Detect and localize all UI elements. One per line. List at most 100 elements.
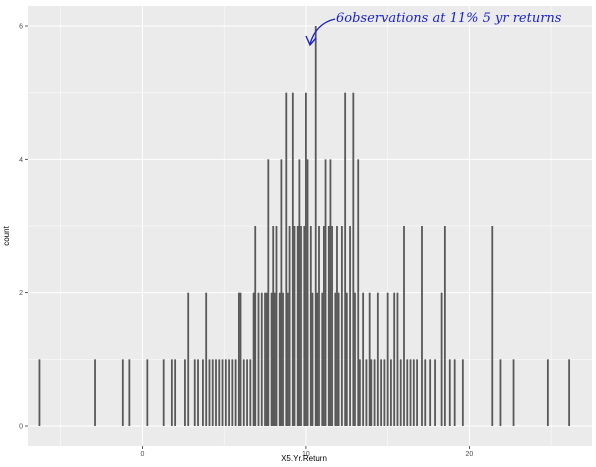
histogram-bar: [272, 226, 275, 426]
histogram-bar: [282, 292, 284, 426]
histogram-bar: [321, 292, 324, 426]
histogram-bar: [184, 359, 186, 426]
histogram-bar: [406, 359, 409, 426]
histogram-bar: [288, 226, 291, 426]
annotation-arrow: [309, 18, 336, 45]
histogram-bar: [352, 92, 355, 427]
histogram-bar: [322, 226, 325, 426]
histogram-bar: [239, 292, 242, 426]
histogram-bar: [193, 359, 196, 426]
histogram-bar: [358, 359, 361, 426]
histogram-bar: [270, 292, 273, 426]
histogram-bar: [146, 359, 149, 426]
histogram-bar: [416, 359, 418, 426]
histogram-bar: [546, 359, 549, 426]
histogram-bar: [205, 292, 208, 426]
histogram-bar: [208, 359, 211, 426]
histogram-bar: [324, 159, 327, 427]
histogram-bar: [453, 359, 456, 426]
histogram-bar: [128, 359, 131, 426]
x-tick-label: 20: [465, 451, 473, 458]
histogram-bar: [424, 359, 427, 426]
histogram-bar: [568, 359, 571, 426]
histogram-bar: [254, 226, 257, 426]
histogram-bar: [373, 359, 376, 426]
histogram-bar: [174, 359, 177, 426]
histogram-bar: [499, 359, 502, 426]
histogram-bar: [327, 226, 330, 426]
histogram-bar: [357, 159, 360, 427]
histogram-bar: [300, 226, 302, 426]
histogram-bar: [329, 159, 332, 427]
histogram-bar: [316, 292, 319, 426]
y-tick-label: 0: [19, 424, 23, 431]
histogram-bar: [187, 292, 190, 426]
histogram-bar: [197, 359, 199, 426]
histogram-bar: [390, 359, 392, 426]
histogram-bar: [443, 226, 446, 426]
histogram-bar: [296, 226, 299, 426]
x-tick-label: 0: [140, 451, 144, 458]
histogram-bar: [380, 359, 383, 426]
histogram-bar: [285, 92, 288, 427]
histogram-bar: [340, 226, 343, 426]
histogram-bar: [362, 292, 365, 426]
annotation-arrowhead: [305, 35, 317, 47]
histogram-bar: [354, 292, 356, 426]
histogram-bar: [162, 359, 165, 426]
histogram-bar: [278, 292, 281, 426]
histogram-bar: [275, 226, 278, 426]
histogram-bar: [231, 359, 234, 426]
histogram-bar: [376, 292, 379, 426]
histogram-bar: [412, 359, 415, 426]
histogram-bar: [512, 359, 515, 426]
histogram-bar: [393, 292, 396, 426]
histogram-bar: [224, 359, 227, 426]
histogram-bar: [246, 359, 248, 426]
histogram-bar: [291, 92, 294, 427]
histogram-bar: [252, 292, 255, 426]
histogram-bar: [309, 226, 312, 426]
histogram-bar: [368, 292, 371, 426]
x-axis-title: X5.Yr.Return: [281, 454, 327, 463]
histogram-bar: [287, 292, 289, 426]
histogram-bar: [370, 359, 373, 426]
histogram-bar: [218, 359, 221, 426]
histogram-bar: [440, 292, 443, 426]
histogram-bar: [314, 26, 317, 426]
annotation-group: 6observations at 11% 5 yr returns: [305, 11, 562, 47]
histogram-bar: [264, 292, 266, 426]
histogram-bar: [38, 359, 41, 426]
histogram-bar: [386, 292, 389, 426]
histogram-bar: [421, 226, 423, 426]
histogram-bar: [303, 226, 306, 426]
histogram-bar: [337, 292, 340, 426]
annotation-text: 6observations at 11% 5 yr returns: [336, 11, 562, 26]
x-tick-label: 10: [302, 451, 310, 458]
histogram-bar: [280, 159, 283, 427]
y-tick-label: 6: [19, 24, 23, 31]
histogram-bar: [249, 359, 252, 426]
histogram-bar: [267, 159, 270, 427]
histogram-bar: [202, 359, 204, 426]
histogram-bar: [94, 359, 96, 426]
histogram-bar: [396, 292, 399, 426]
histogram-bar: [257, 292, 260, 426]
histogram-bar: [403, 226, 405, 426]
histogram-bar: [306, 159, 309, 427]
histogram-bar: [331, 226, 333, 426]
histogram-bar: [365, 359, 368, 426]
histogram-bar: [336, 226, 338, 426]
histogram-bar: [293, 226, 296, 426]
y-axis-ticks: 0 2 4 6: [19, 24, 28, 431]
histogram-bar: [265, 292, 268, 426]
histogram-bar: [260, 292, 263, 426]
y-tick-label: 2: [19, 290, 23, 297]
histogram-bar: [273, 292, 276, 426]
histogram-bar: [228, 359, 230, 426]
histogram-bar: [448, 359, 451, 426]
histogram-bar: [215, 359, 217, 426]
x-axis-ticks: 0 10 20: [140, 446, 473, 458]
histogram-bar: [211, 359, 214, 426]
